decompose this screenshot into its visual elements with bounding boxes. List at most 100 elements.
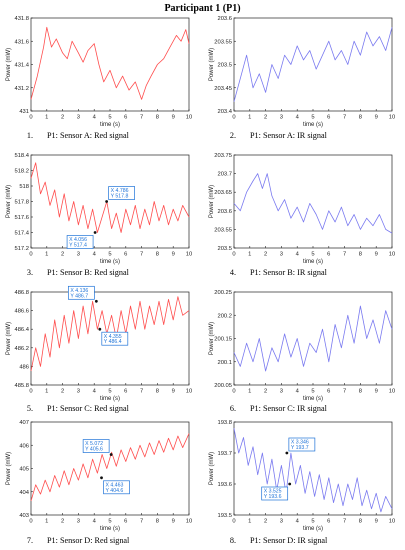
y-tick-label: 193.8	[217, 420, 232, 426]
y-tick-label: 486.2	[14, 346, 29, 352]
x-axis-label: time (s)	[100, 259, 120, 265]
x-tick-label: 6	[327, 389, 330, 395]
x-tick-label: 2	[61, 115, 64, 121]
x-tick-label: 1	[248, 115, 251, 121]
caption-text: P1: Sensor A: IR signal	[250, 131, 327, 140]
x-tick-label: 8	[359, 389, 362, 395]
datatip-point	[109, 453, 113, 456]
caption-text: P1: Sensor D: Red signal	[47, 536, 130, 545]
y-tick-label: 518.2	[14, 169, 29, 175]
x-tick-label: 0	[232, 115, 235, 121]
chart-svg: 0 1 2 3 4 5 6 7 8 9 10 403 404 405 406 407 time (s) Power…	[6, 420, 192, 532]
caption-text: P1: Sensor D: IR signal	[250, 536, 328, 545]
x-tick-label: 6	[124, 115, 127, 121]
x-tick-label: 8	[359, 252, 362, 258]
x-tick-label: 5	[311, 115, 314, 121]
y-tick-label: 518.4	[14, 153, 29, 159]
datatip-x-label: X 4.355	[104, 334, 122, 340]
datatip-box	[288, 437, 316, 452]
caption-number: 2.	[229, 131, 236, 140]
x-tick-label: 6	[124, 519, 127, 525]
x-tick-label: 1	[45, 252, 48, 258]
chart-svg: 0 1 2 3 4 5 6 7 8 9 10 431 431.2 431.4 431.6 431.8 time …	[6, 16, 192, 128]
series-line	[30, 26, 190, 100]
x-tick-label: 9	[172, 519, 175, 525]
y-tick-label: 200.05	[214, 383, 232, 389]
y-tick-label: 203.6	[217, 16, 232, 22]
y-tick-label: 405	[19, 467, 29, 473]
datatip-point	[94, 299, 98, 303]
x-tick-label: 6	[124, 252, 127, 258]
y-axis-label: Power (mW)	[209, 48, 215, 81]
caption-text: P1: Sensor A: Red signal	[47, 131, 129, 140]
y-tick-label: 517.4	[14, 231, 29, 237]
x-tick-label: 7	[140, 115, 143, 121]
y-tick-label: 203.55	[214, 227, 232, 233]
chart-panel: 0 1 2 3 4 5 6 7 8 9 10 200.05 200.1 200.15 200.2 200.25…	[208, 289, 398, 417]
chart-svg: 0 1 2 3 4 5 6 7 8 9 10 203.5 203.55 203.6 203.65 203.7 2…	[209, 153, 395, 265]
datatip-y-label: Y 486.7	[70, 293, 88, 299]
chart-svg: 0 1 2 3 4 5 6 7 8 9 10 203.4 203.45 203.5 203.55 203.6 t…	[209, 16, 395, 128]
datatip-box	[261, 486, 289, 501]
x-tick-label: 3	[280, 252, 283, 258]
y-tick-label: 518	[19, 184, 29, 190]
y-tick-label: 431.2	[14, 86, 29, 92]
figure-caption: 8. P1: Sensor D: IR signal	[208, 536, 398, 545]
x-tick-label: 7	[140, 389, 143, 395]
x-tick-label: 6	[327, 115, 330, 121]
y-tick-label: 200.2	[217, 313, 232, 319]
x-tick-label: 7	[343, 519, 346, 525]
y-tick-label: 200.15	[214, 337, 232, 343]
x-tick-label: 3	[280, 115, 283, 121]
x-axis-label: time (s)	[303, 396, 323, 402]
x-tick-label: 0	[232, 519, 235, 525]
y-axis-label: Power (mW)	[6, 322, 12, 355]
figure-caption: 2. P1: Sensor A: IR signal	[208, 131, 398, 140]
x-tick-label: 10	[186, 115, 192, 121]
datatip-x-label: X 5.072	[85, 441, 103, 447]
caption-number: 5.	[26, 404, 33, 413]
x-tick-label: 10	[186, 389, 192, 395]
plot-area	[30, 17, 190, 112]
y-tick-label: 404	[19, 490, 29, 496]
x-tick-label: 4	[296, 519, 300, 525]
y-tick-label: 431	[19, 109, 29, 115]
caption-number: 7.	[26, 536, 33, 545]
datatip-x-label: X 4.463	[106, 482, 124, 488]
y-axis-label: Power (mW)	[209, 185, 215, 218]
figure-caption: 5. P1: Sensor C: Red signal	[5, 404, 195, 413]
x-tick-label: 10	[186, 252, 192, 258]
caption-number: 4.	[229, 268, 236, 277]
y-tick-label: 193.6	[217, 482, 232, 488]
x-tick-label: 9	[375, 252, 378, 258]
x-tick-label: 5	[108, 519, 111, 525]
datatip-x-label: X 3.525	[264, 489, 282, 495]
x-tick-label: 7	[343, 115, 346, 121]
y-tick-label: 193.7	[217, 451, 232, 457]
datatip-point	[98, 327, 102, 331]
caption-number: 1.	[26, 131, 33, 140]
x-tick-label: 9	[375, 389, 378, 395]
datatip-box	[82, 439, 110, 453]
x-tick-label: 1	[248, 389, 251, 395]
plot-area	[30, 421, 190, 516]
x-tick-label: 1	[248, 519, 251, 525]
x-tick-label: 10	[389, 252, 395, 258]
x-axis-label: time (s)	[303, 122, 323, 128]
x-axis-label: time (s)	[100, 396, 120, 402]
x-tick-label: 3	[280, 519, 283, 525]
caption-text: P1: Sensor C: Red signal	[47, 404, 129, 413]
x-tick-label: 7	[343, 252, 346, 258]
x-tick-label: 4	[93, 389, 97, 395]
y-axis-label: Power (mW)	[209, 452, 215, 485]
y-tick-label: 203.7	[217, 172, 232, 178]
x-tick-label: 1	[45, 519, 48, 525]
datatip-y-label: Y 486.4	[104, 339, 122, 345]
x-tick-label: 0	[232, 389, 235, 395]
series-line	[233, 173, 393, 234]
x-tick-label: 5	[108, 115, 111, 121]
datatip-point	[285, 451, 289, 455]
x-tick-label: 2	[264, 115, 267, 121]
x-axis-label: time (s)	[303, 259, 323, 265]
x-tick-label: 8	[156, 389, 159, 395]
